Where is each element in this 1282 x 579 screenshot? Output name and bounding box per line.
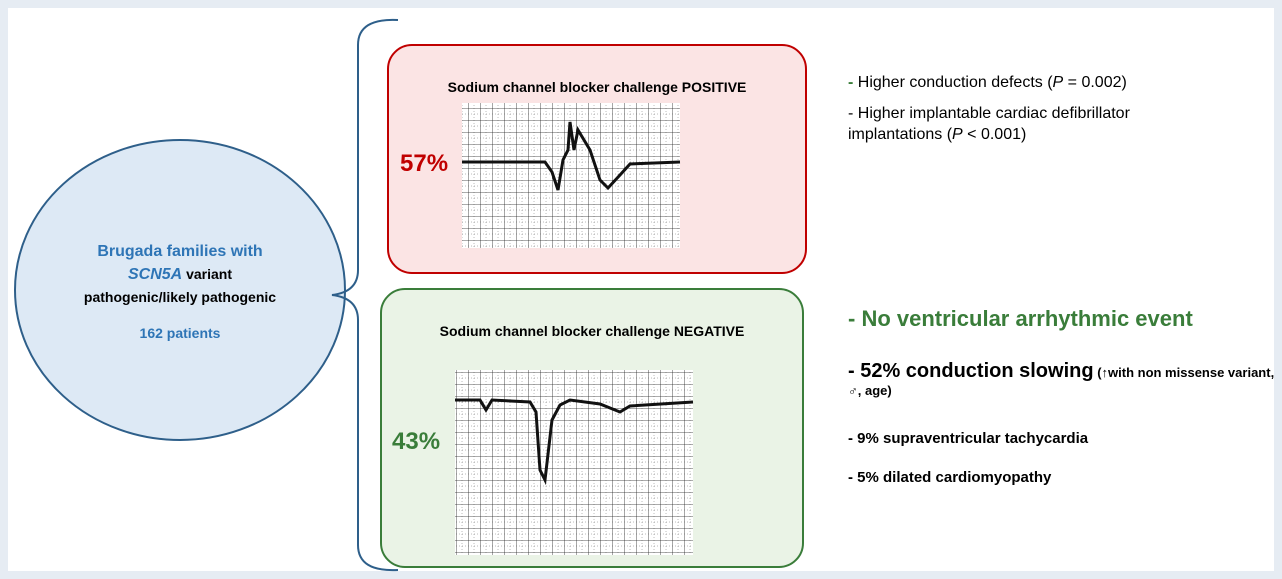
finding: - Higher implantable cardiac defibrillat… xyxy=(848,103,1178,145)
finding: - Higher conduction defects (P = 0.002) xyxy=(848,72,1178,93)
percent: 43% xyxy=(392,428,440,456)
gene: SCN5A xyxy=(128,266,182,283)
headline: - No ventricular arrhythmic event xyxy=(848,306,1193,332)
box-title: Sodium channel blocker challenge POSITIV… xyxy=(388,79,806,95)
text: Higher conduction defects ( xyxy=(853,74,1052,91)
text: variant xyxy=(182,266,232,282)
cohort-line: SCN5A variant xyxy=(15,266,345,284)
text: < 0.001) xyxy=(963,126,1027,143)
box-title: Sodium channel blocker challenge NEGATIV… xyxy=(381,323,803,339)
finding: - 9% supraventricular tachycardia xyxy=(848,430,1088,447)
finding: - 5% dilated cardiomyopathy xyxy=(848,469,1088,486)
p-symbol: P xyxy=(1053,74,1064,91)
ecg-negative-grid xyxy=(455,370,693,555)
negative-findings: - 9% supraventricular tachycardia - 5% di… xyxy=(848,430,1088,508)
cohort-line: pathogenic/likely pathogenic xyxy=(15,289,345,305)
percent: 57% xyxy=(400,150,448,178)
p-symbol: P xyxy=(952,126,963,143)
positive-findings: - Higher conduction defects (P = 0.002) -… xyxy=(848,72,1178,155)
slowing: - 52% conduction slowing (↑with non miss… xyxy=(848,362,1278,400)
graphical-abstract: Brugada families with SCN5A variant path… xyxy=(0,0,1282,579)
cohort-line: Brugada families with xyxy=(15,243,345,261)
text: - 52% conduction slowing xyxy=(848,360,1094,382)
patients: 162 patients xyxy=(15,325,345,341)
text: = 0.002) xyxy=(1063,74,1127,91)
